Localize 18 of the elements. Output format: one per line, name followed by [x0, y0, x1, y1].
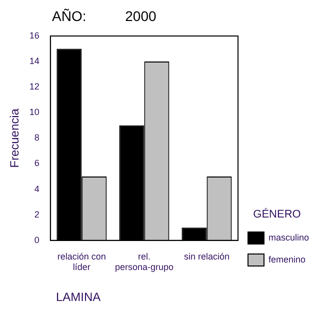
y-axis-title: Frecuencia — [8, 108, 22, 168]
y-tick-label: 4 — [34, 184, 40, 194]
y-tick-label: 14 — [29, 56, 40, 66]
y-tick-label: 6 — [34, 158, 40, 168]
legend-label: femenino — [268, 254, 306, 264]
x-axis-title: LAMINA — [56, 290, 101, 304]
legend-label: masculino — [268, 232, 310, 242]
y-tick-label: 8 — [34, 132, 40, 143]
y-tick-label: 2 — [34, 209, 40, 220]
legend-title: GÉNERO — [253, 207, 302, 220]
y-tick-label: 16 — [29, 30, 40, 40]
y-tick-label: 12 — [29, 82, 40, 92]
chart-title: AÑO: 2000 — [52, 8, 156, 24]
x-tick-label: relación con líder — [57, 251, 106, 272]
y-tick-label: 10 — [29, 107, 40, 118]
x-tick-label: rel. persona-grupo — [114, 251, 174, 272]
y-tick-label: 0 — [34, 234, 40, 245]
x-tick-label: sin relación — [184, 251, 230, 262]
